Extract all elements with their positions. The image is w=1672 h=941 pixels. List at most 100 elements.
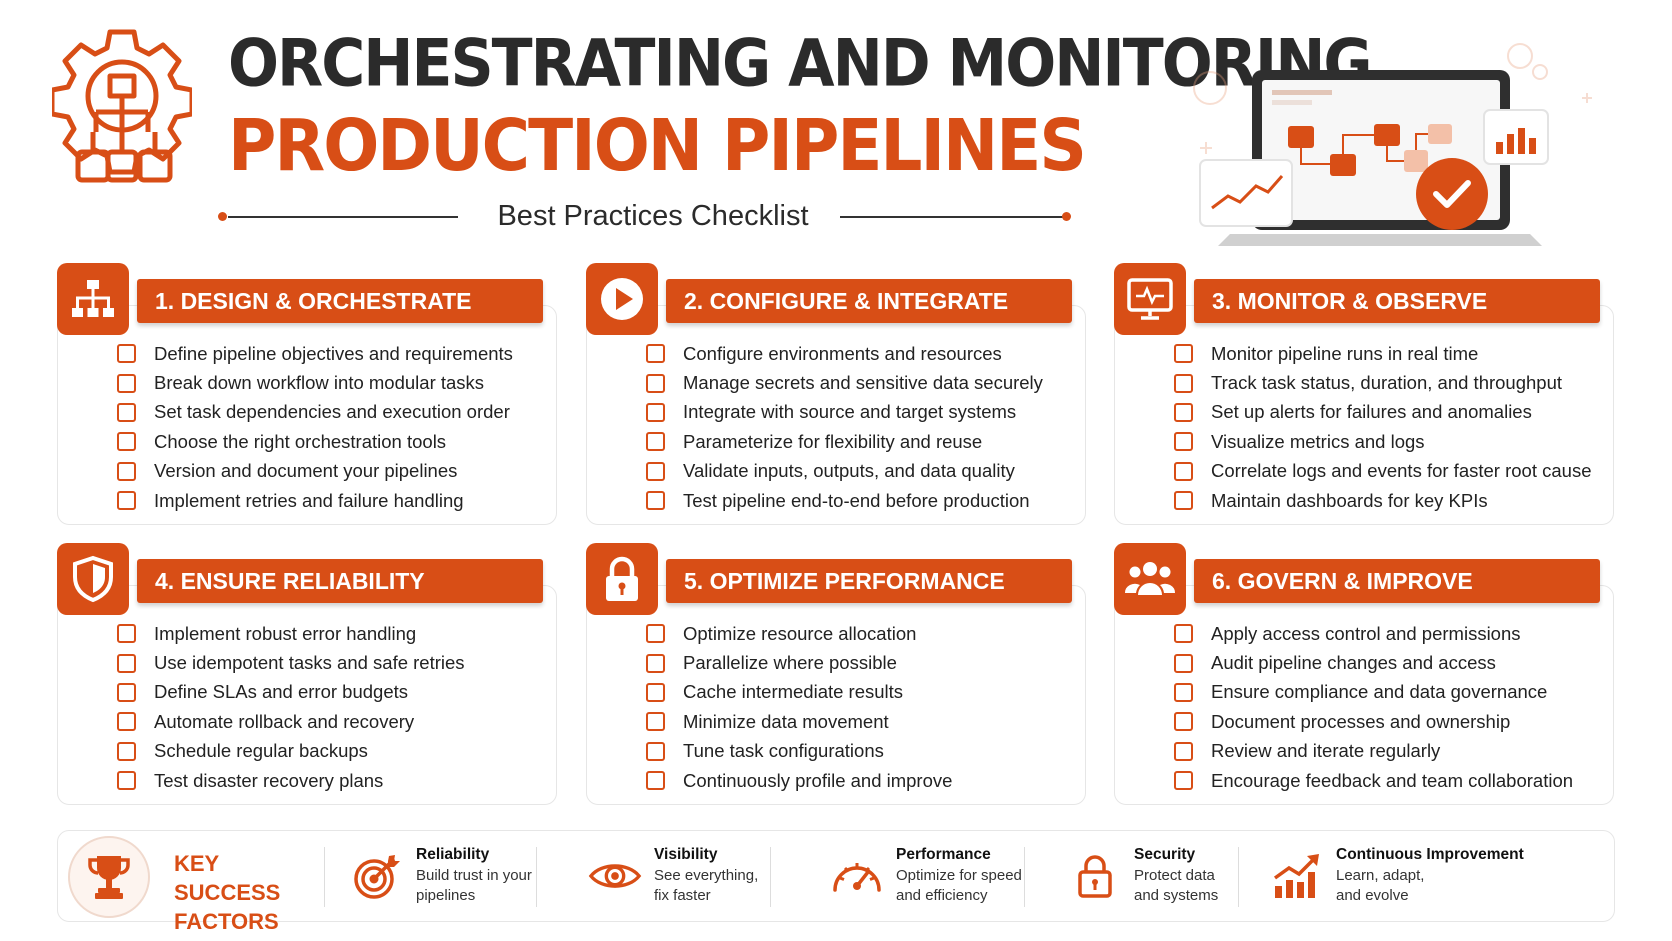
- checklist-item[interactable]: Validate inputs, outputs, and data quali…: [646, 457, 1043, 486]
- checkbox[interactable]: [1174, 653, 1193, 673]
- checkbox[interactable]: [1174, 461, 1193, 481]
- checklist-item-label: Manage secrets and sensitive data secure…: [683, 372, 1043, 394]
- section-govern-improve: 6. GOVERN & IMPROVE Apply access control…: [1114, 543, 1614, 805]
- section-design-orchestrate: 1. DESIGN & ORCHESTRATE Define pipeline …: [57, 263, 557, 525]
- divider: [1238, 847, 1239, 907]
- checkbox[interactable]: [117, 682, 136, 702]
- checkbox[interactable]: [1174, 402, 1193, 422]
- checklist-item[interactable]: Test pipeline end-to-end before producti…: [646, 486, 1043, 515]
- checklist-item[interactable]: Apply access control and permissions: [1174, 619, 1573, 648]
- checklist-item[interactable]: Choose the right orchestration tools: [117, 427, 513, 456]
- checkbox[interactable]: [117, 402, 136, 422]
- factor-description: Protect data and systems: [1134, 867, 1219, 904]
- laptop-dashboard-illustration: [1193, 43, 1592, 246]
- checklist-item[interactable]: Parallelize where possible: [646, 648, 952, 677]
- checklist-item[interactable]: Set task dependencies and execution orde…: [117, 398, 513, 427]
- checkbox[interactable]: [117, 373, 136, 393]
- section-title: 4. ENSURE RELIABILITY: [137, 559, 543, 603]
- divider: [1024, 847, 1025, 907]
- checkbox[interactable]: [646, 461, 665, 481]
- checklist: Configure environments and resources Man…: [646, 339, 1043, 515]
- checkbox[interactable]: [1174, 741, 1193, 761]
- checklist-item[interactable]: Tune task configurations: [646, 737, 952, 766]
- checklist-item-label: Configure environments and resources: [683, 342, 1002, 364]
- factor-description: Optimize for speed and efficiency: [896, 867, 1022, 904]
- divider: [770, 847, 771, 907]
- checkbox[interactable]: [646, 432, 665, 452]
- checklist-item[interactable]: Implement retries and failure handling: [117, 486, 513, 515]
- checklist-item[interactable]: Ensure compliance and data governance: [1174, 678, 1573, 707]
- checklist-item[interactable]: Test disaster recovery plans: [117, 766, 465, 795]
- divider-line-right: [840, 216, 1066, 218]
- page-subtitle: Best Practices Checklist: [497, 200, 809, 232]
- checklist-item[interactable]: Define SLAs and error budgets: [117, 678, 465, 707]
- checklist-item[interactable]: Break down workflow into modular tasks: [117, 368, 513, 397]
- checklist-item-label: Version and document your pipelines: [154, 460, 458, 482]
- divider-line-left: [228, 216, 458, 218]
- checklist-item[interactable]: Schedule regular backups: [117, 737, 465, 766]
- checkbox[interactable]: [117, 741, 136, 761]
- checklist-item[interactable]: Encourage feedback and team collaboratio…: [1174, 766, 1573, 795]
- checkbox[interactable]: [117, 461, 136, 481]
- checklist-item[interactable]: Continuously profile and improve: [646, 766, 952, 795]
- checklist-item[interactable]: Track task status, duration, and through…: [1174, 368, 1591, 397]
- checklist-item[interactable]: Review and iterate regularly: [1174, 737, 1573, 766]
- checklist-item[interactable]: Correlate logs and events for faster roo…: [1174, 457, 1591, 486]
- checkbox[interactable]: [646, 653, 665, 673]
- checklist-item[interactable]: Automate rollback and recovery: [117, 707, 465, 736]
- checkbox[interactable]: [646, 402, 665, 422]
- section-panel: [1114, 305, 1614, 525]
- checkbox[interactable]: [1174, 373, 1193, 393]
- checklist-item[interactable]: Implement robust error handling: [117, 619, 465, 648]
- checklist-item-label: Parameterize for flexibility and reuse: [683, 430, 983, 452]
- checklist-item[interactable]: Configure environments and resources: [646, 339, 1043, 368]
- section-title: 5. OPTIMIZE PERFORMANCE: [666, 559, 1072, 603]
- checkbox[interactable]: [1174, 344, 1193, 364]
- checkbox[interactable]: [117, 653, 136, 673]
- checklist-item[interactable]: Monitor pipeline runs in real time: [1174, 339, 1591, 368]
- divider: [536, 847, 537, 907]
- checkbox[interactable]: [117, 491, 136, 511]
- checkbox[interactable]: [1174, 682, 1193, 702]
- checklist-item[interactable]: Define pipeline objectives and requireme…: [117, 339, 513, 368]
- checkbox[interactable]: [1174, 712, 1193, 732]
- checkbox[interactable]: [1174, 771, 1193, 791]
- checklist-item[interactable]: Minimize data movement: [646, 707, 952, 736]
- checkbox[interactable]: [646, 771, 665, 791]
- checklist-item[interactable]: Cache intermediate results: [646, 678, 952, 707]
- checkbox[interactable]: [1174, 491, 1193, 511]
- checkbox[interactable]: [117, 771, 136, 791]
- checkbox[interactable]: [646, 373, 665, 393]
- checkbox[interactable]: [646, 624, 665, 644]
- checklist-item[interactable]: Document processes and ownership: [1174, 707, 1573, 736]
- checklist-item[interactable]: Integrate with source and target systems: [646, 398, 1043, 427]
- checklist-item[interactable]: Parameterize for flexibility and reuse: [646, 427, 1043, 456]
- checklist-item[interactable]: Set up alerts for failures and anomalies: [1174, 398, 1591, 427]
- checkbox[interactable]: [117, 624, 136, 644]
- checklist-item[interactable]: Manage secrets and sensitive data secure…: [646, 368, 1043, 397]
- factor-title: Reliability: [416, 846, 490, 863]
- checkbox[interactable]: [646, 491, 665, 511]
- checkbox[interactable]: [646, 741, 665, 761]
- checkbox[interactable]: [646, 712, 665, 732]
- checklist-item[interactable]: Optimize resource allocation: [646, 619, 952, 648]
- checklist-item[interactable]: Version and document your pipelines: [117, 457, 513, 486]
- section-ensure-reliability: 4. ENSURE RELIABILITY Implement robust e…: [57, 543, 557, 805]
- checkbox[interactable]: [117, 432, 136, 452]
- checklist-item[interactable]: Audit pipeline changes and access: [1174, 648, 1573, 677]
- checkbox[interactable]: [1174, 624, 1193, 644]
- key-success-title: KEY SUCCESS FACTORS: [174, 851, 281, 934]
- checklist-item-label: Optimize resource allocation: [683, 622, 917, 644]
- checkbox[interactable]: [117, 344, 136, 364]
- monitor-icon: [1114, 263, 1186, 335]
- checklist-item[interactable]: Use idempotent tasks and safe retries: [117, 648, 465, 677]
- checkbox[interactable]: [646, 682, 665, 702]
- checklist-item-label: Ensure compliance and data governance: [1211, 681, 1548, 703]
- checklist-item[interactable]: Visualize metrics and logs: [1174, 427, 1591, 456]
- factor-title: Security: [1134, 846, 1196, 863]
- checkbox[interactable]: [117, 712, 136, 732]
- checkbox[interactable]: [646, 344, 665, 364]
- checklist-item[interactable]: Maintain dashboards for key KPIs: [1174, 486, 1591, 515]
- checklist-item-label: Implement retries and failure handling: [154, 489, 464, 511]
- checkbox[interactable]: [1174, 432, 1193, 452]
